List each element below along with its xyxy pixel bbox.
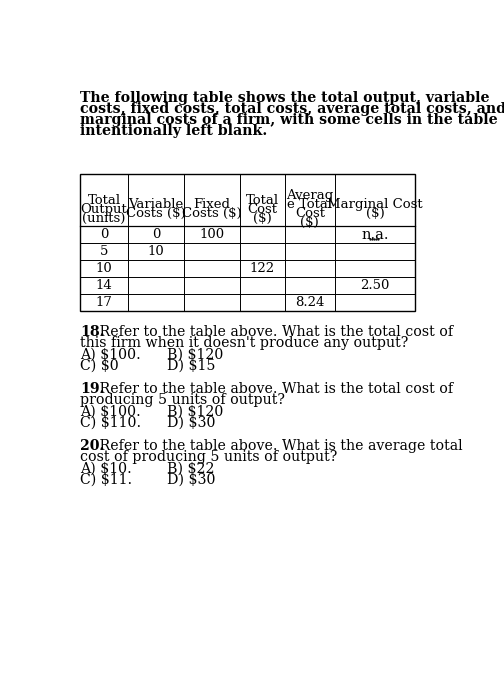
Text: 18.: 18. [80, 325, 105, 339]
Text: Costs ($): Costs ($) [126, 207, 186, 220]
Text: A) $100.: A) $100. [80, 347, 141, 362]
Text: ($): ($) [365, 207, 385, 220]
Text: 20.: 20. [80, 439, 104, 453]
Text: Averag: Averag [286, 189, 334, 202]
Text: 0: 0 [100, 228, 108, 242]
Text: 8.24: 8.24 [295, 296, 325, 309]
Text: 100: 100 [199, 228, 224, 242]
Text: A) $100.: A) $100. [80, 405, 141, 418]
Text: Output: Output [81, 203, 128, 216]
Text: Refer to the table above. What is the average total: Refer to the table above. What is the av… [95, 439, 462, 453]
Text: ($): ($) [300, 216, 319, 229]
Bar [80, 174, 415, 311]
Text: Variable: Variable [129, 198, 183, 211]
Text: Refer to the table above. What is the total cost of: Refer to the table above. What is the to… [95, 325, 453, 339]
Text: 19.: 19. [80, 382, 104, 396]
Text: 17: 17 [96, 296, 112, 309]
Text: B) $22: B) $22 [167, 461, 214, 475]
Text: 10: 10 [148, 245, 164, 258]
Text: Cost: Cost [295, 207, 325, 220]
Text: Marginal Cost: Marginal Cost [327, 198, 423, 211]
Text: Cost: Cost [247, 203, 277, 216]
Text: C) $110.: C) $110. [80, 415, 141, 430]
Text: C) $11.: C) $11. [80, 473, 132, 486]
Text: Costs ($): Costs ($) [182, 207, 242, 220]
Text: e Total: e Total [287, 198, 333, 211]
Text: Fixed: Fixed [194, 198, 230, 211]
Text: marginal costs of a firm, with some cells in the table: marginal costs of a firm, with some cell… [80, 113, 497, 127]
Text: The following table shows the total output, variable: The following table shows the total outp… [80, 91, 489, 105]
Text: Total: Total [245, 194, 279, 207]
Text: costs, fixed costs, total costs, average total costs, and: costs, fixed costs, total costs, average… [80, 102, 504, 116]
Text: this firm when it doesn't produce any output?: this firm when it doesn't produce any ou… [80, 336, 408, 350]
Text: D) $30: D) $30 [167, 473, 215, 486]
Text: intentionally left blank.: intentionally left blank. [80, 125, 267, 138]
Text: 122: 122 [249, 262, 275, 275]
Text: n.a.: n.a. [361, 228, 389, 242]
Text: 5: 5 [100, 245, 108, 258]
Text: ($): ($) [253, 212, 272, 225]
Text: B) $120: B) $120 [167, 347, 223, 362]
Text: B) $120: B) $120 [167, 405, 223, 418]
Text: 10: 10 [96, 262, 112, 275]
Text: cost of producing 5 units of output?: cost of producing 5 units of output? [80, 450, 337, 464]
Text: 2.50: 2.50 [360, 279, 390, 292]
Text: producing 5 units of output?: producing 5 units of output? [80, 393, 285, 407]
Text: 0: 0 [152, 228, 160, 242]
Text: (units): (units) [82, 212, 126, 225]
Text: 14: 14 [96, 279, 112, 292]
Text: D) $30: D) $30 [167, 415, 215, 430]
Text: D) $15: D) $15 [167, 358, 215, 373]
Text: C) $0: C) $0 [80, 358, 119, 373]
Text: Total: Total [88, 194, 120, 207]
Text: A) $10.: A) $10. [80, 461, 132, 475]
Text: Refer to the table above. What is the total cost of: Refer to the table above. What is the to… [95, 382, 453, 396]
